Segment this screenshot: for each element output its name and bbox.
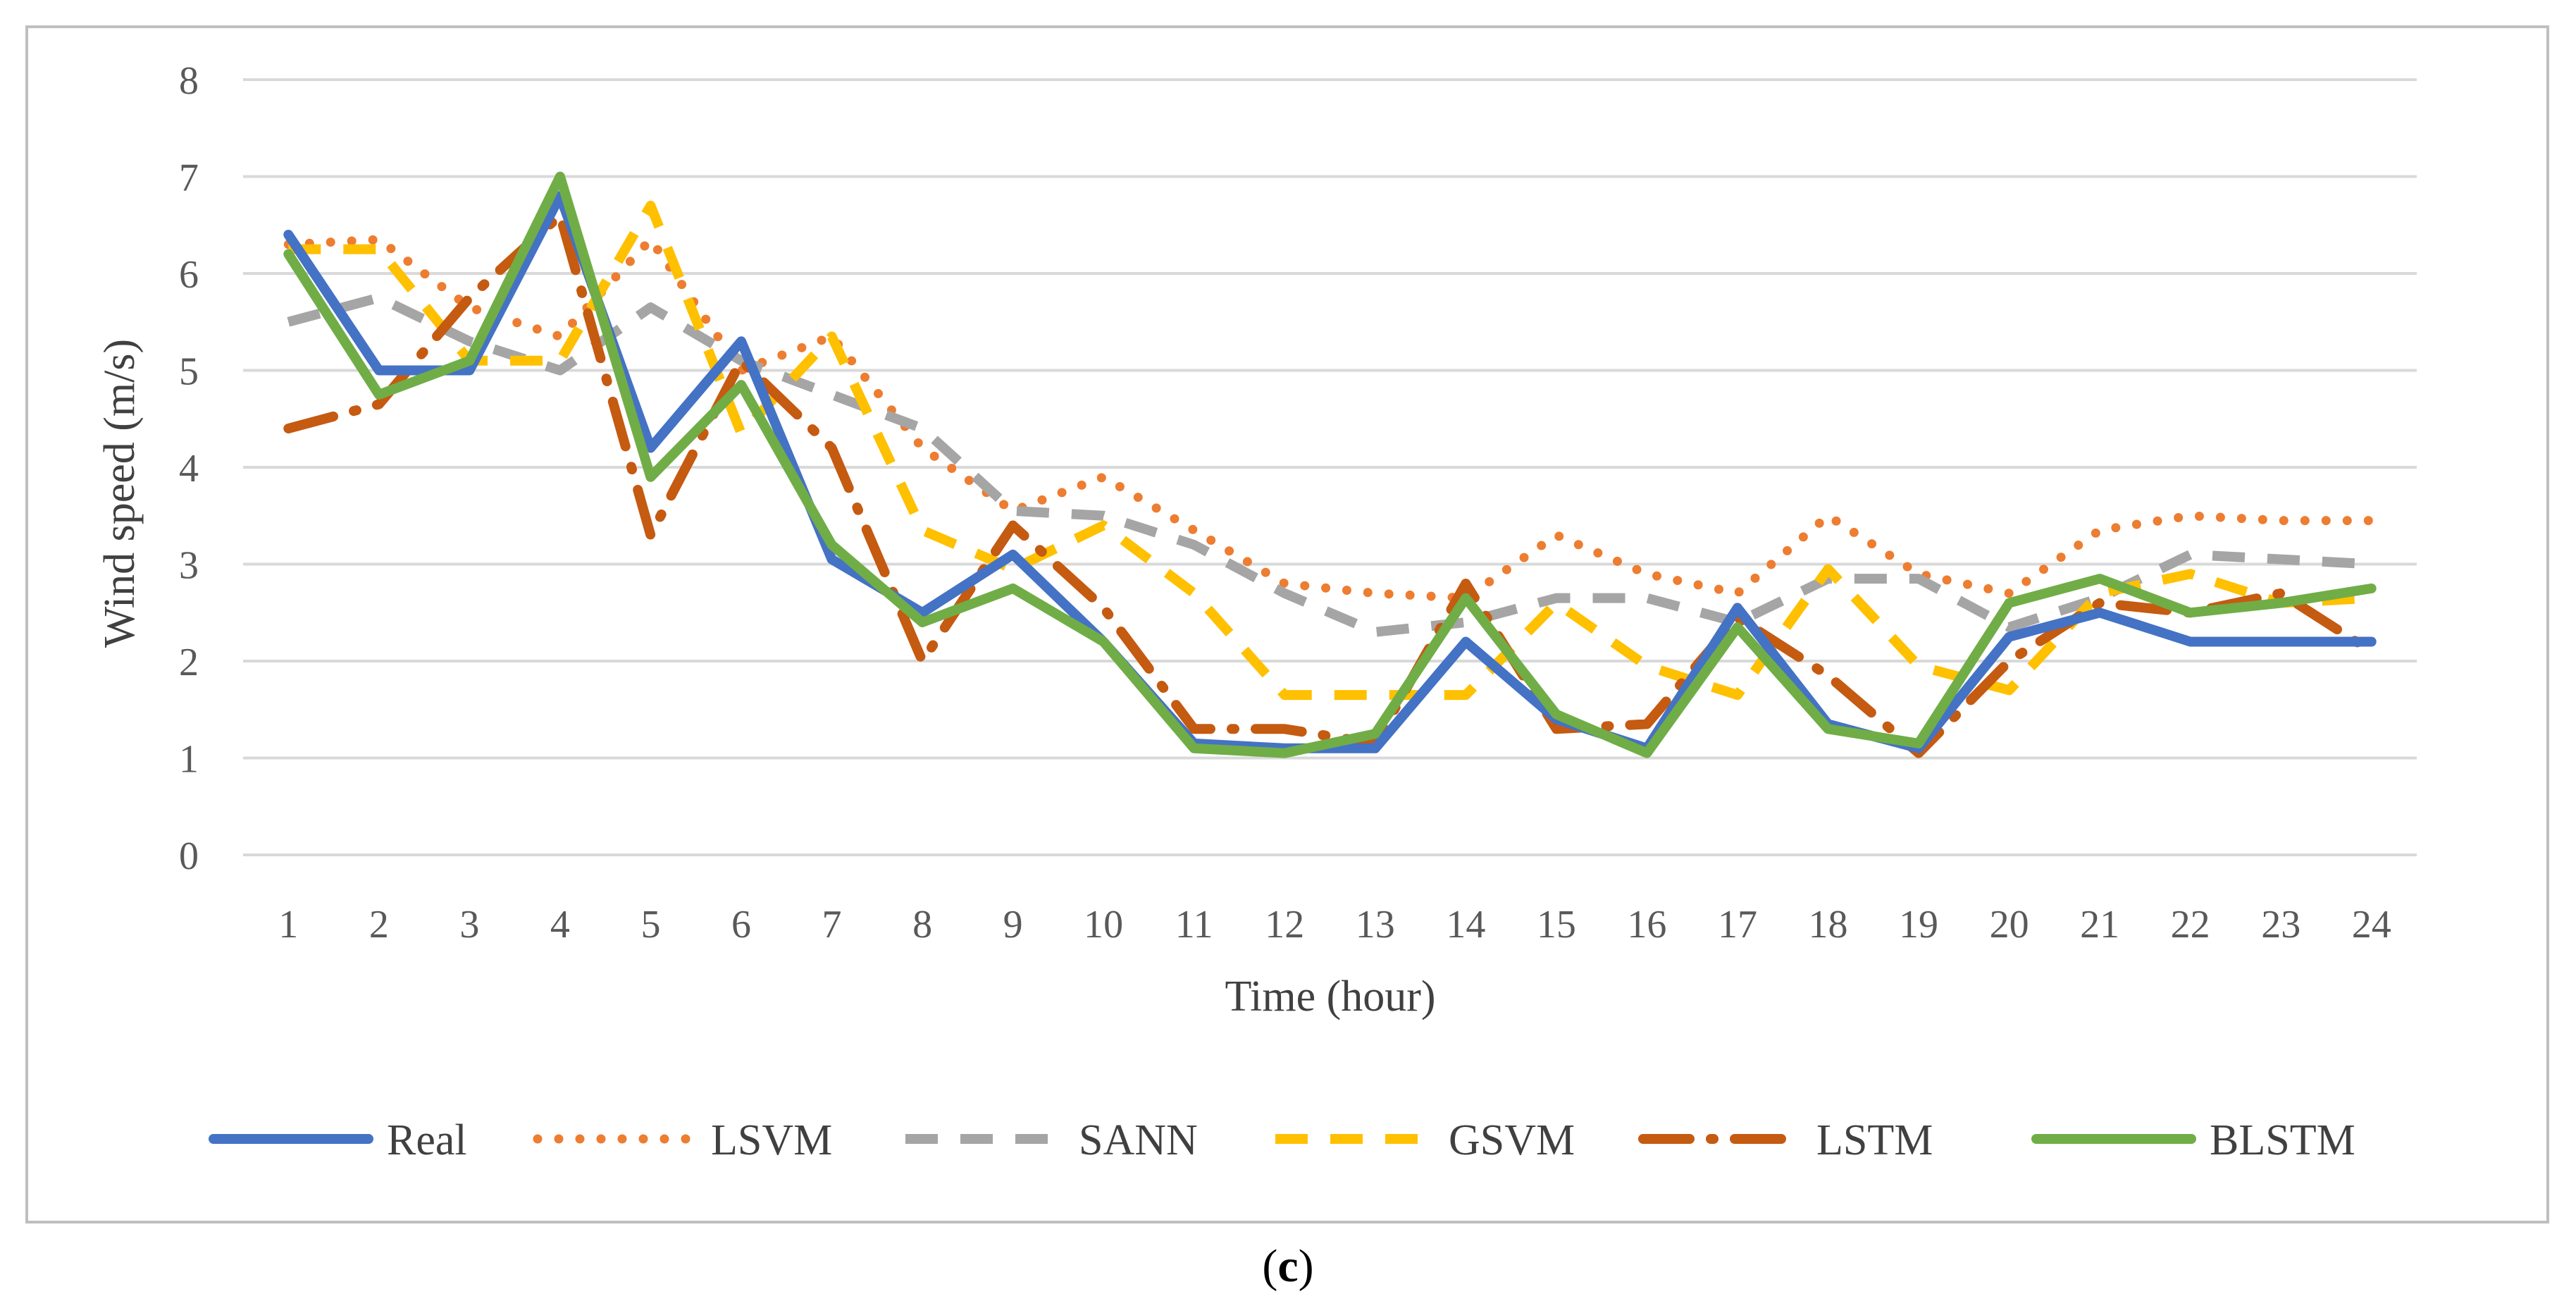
y-tick-label: 8 [179, 59, 199, 103]
y-axis-title: Wind speed (m/s) [96, 339, 144, 648]
y-tick-label: 1 [179, 738, 199, 782]
x-tick-label: 8 [912, 903, 932, 947]
legend: Real LSVM SANN GSVM LSTM BLSTM [209, 1116, 2355, 1164]
x-tick-label: 14 [1446, 903, 1485, 947]
y-tick-label: 5 [179, 350, 199, 394]
legend-label-sann: SANN [1079, 1116, 1198, 1164]
x-tick-labels: 1 2 3 4 5 6 7 8 9 10 11 12 13 14 15 16 17 18 19 20 21 22 23 24 [278, 903, 2391, 947]
x-tick-label: 19 [1899, 903, 1938, 947]
y-tick-label: 4 [179, 447, 199, 491]
x-tick-label: 21 [2080, 903, 2119, 947]
grid-lines [243, 78, 2417, 856]
series-lines [283, 171, 2377, 758]
x-tick-label: 17 [1718, 903, 1757, 947]
y-tick-labels: 0 1 2 3 4 5 6 7 8 [179, 59, 199, 878]
x-tick-label: 13 [1356, 903, 1395, 947]
x-tick-label: 7 [822, 903, 842, 947]
x-tick-label: 12 [1265, 903, 1304, 947]
x-tick-label: 6 [731, 903, 751, 947]
chart-frame [25, 25, 2549, 1223]
legend-label-real: Real [387, 1116, 467, 1164]
x-tick-label: 15 [1537, 903, 1576, 947]
x-tick-label: 22 [2171, 903, 2210, 947]
x-tick-label: 4 [550, 903, 570, 947]
legend-label-gsvm: GSVM [1449, 1116, 1575, 1164]
x-tick-label: 2 [369, 903, 389, 947]
x-axis-title: Time (hour) [1225, 973, 1435, 1021]
series-line-lstm [283, 210, 2377, 758]
series-line-blstm [283, 171, 2377, 758]
x-tick-label: 20 [1990, 903, 2029, 947]
legend-label-blstm: BLSTM [2210, 1116, 2355, 1164]
x-tick-label: 16 [1627, 903, 1666, 947]
series-line-sann [287, 292, 2372, 637]
x-tick-label: 11 [1175, 903, 1213, 947]
y-tick-label: 3 [179, 544, 199, 588]
x-tick-label: 3 [459, 903, 479, 947]
x-tick-label: 24 [2352, 903, 2391, 947]
x-tick-label: 5 [640, 903, 660, 947]
series-line-lsvm [283, 235, 2377, 603]
x-tick-label: 23 [2261, 903, 2301, 947]
x-tick-label: 1 [278, 903, 298, 947]
x-tick-label: 10 [1084, 903, 1123, 947]
legend-label-lsvm: LSVM [711, 1116, 832, 1164]
y-tick-label: 6 [179, 253, 199, 297]
x-tick-label: 18 [1808, 903, 1847, 947]
y-tick-label: 0 [179, 834, 199, 878]
y-tick-label: 2 [179, 641, 199, 684]
figure-caption: (c) [1262, 1240, 1313, 1292]
y-tick-label: 7 [179, 156, 199, 200]
legend-label-lstm: LSTM [1816, 1116, 1933, 1164]
x-tick-label: 9 [1003, 903, 1023, 947]
figure-caption-letter: c [1277, 1240, 1298, 1292]
